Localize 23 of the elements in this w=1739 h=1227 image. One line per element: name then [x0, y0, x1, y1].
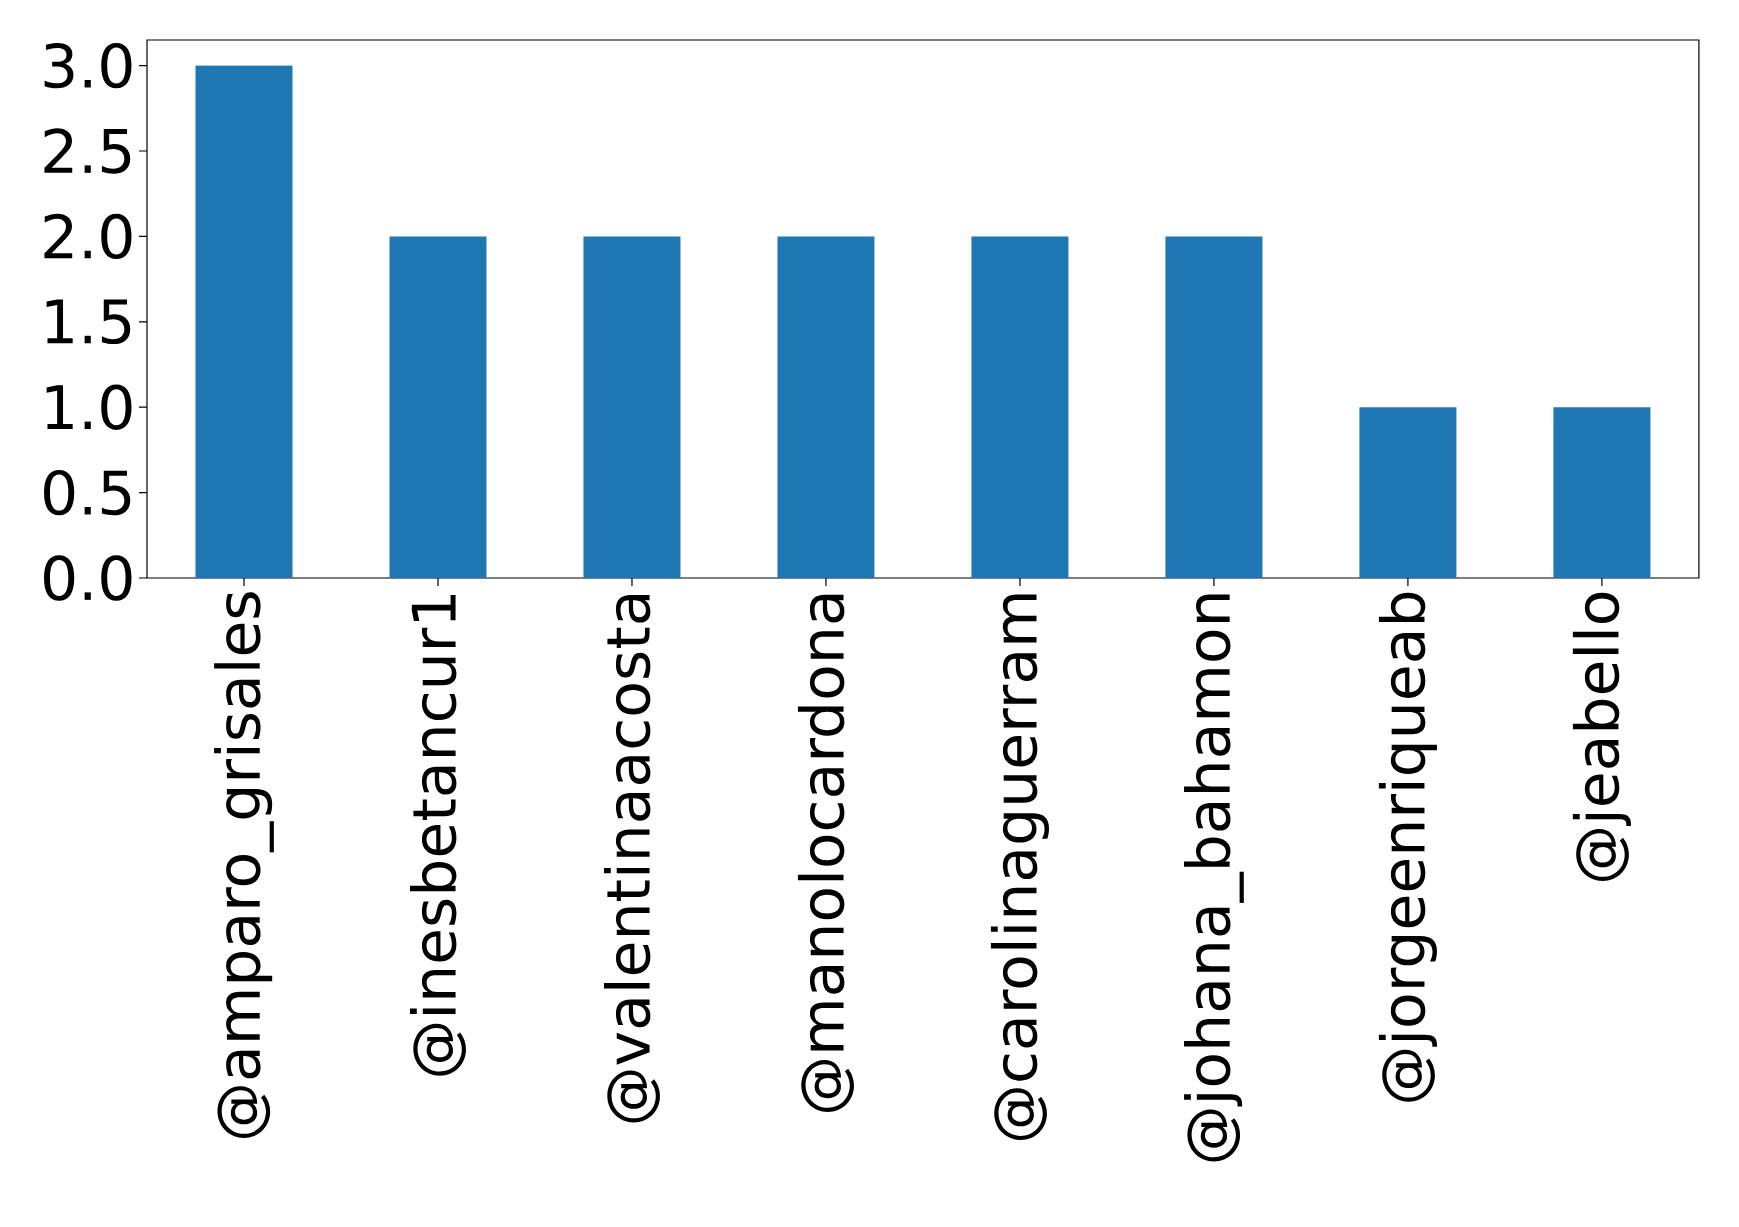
x-tick-label: @valentinaacosta — [603, 594, 660, 1123]
bar — [1553, 407, 1651, 578]
bar — [583, 236, 681, 578]
y-tick-label: 0.5 — [44, 469, 131, 516]
x-tick-label: @carolinaguerram — [990, 594, 1049, 1141]
bar — [389, 236, 487, 578]
y-tick-label: 1.5 — [46, 299, 131, 345]
bar — [1165, 236, 1263, 578]
y-tick-label: 0.0 — [44, 555, 132, 601]
y-tick-label: 1.0 — [46, 384, 132, 430]
x-tick-label: @jorgeenriqueab — [1378, 592, 1437, 1102]
y-tick-label: 3.0 — [44, 42, 132, 89]
bar — [777, 236, 875, 578]
bar — [971, 236, 1069, 578]
x-tick-label: @manolocardona — [797, 594, 854, 1112]
y-tick-label: 2.5 — [44, 128, 131, 174]
y-tick-label: 2.0 — [44, 213, 132, 260]
x-tick-label: @inesbetancur1 — [409, 595, 466, 1076]
x-tick-label: @amparo_grisales — [214, 592, 274, 1139]
bar — [195, 65, 293, 578]
x-tick-label: @jeabello — [1572, 592, 1631, 881]
x-tick-label: @johana_bahamon — [1184, 594, 1244, 1162]
bar — [1359, 407, 1457, 578]
